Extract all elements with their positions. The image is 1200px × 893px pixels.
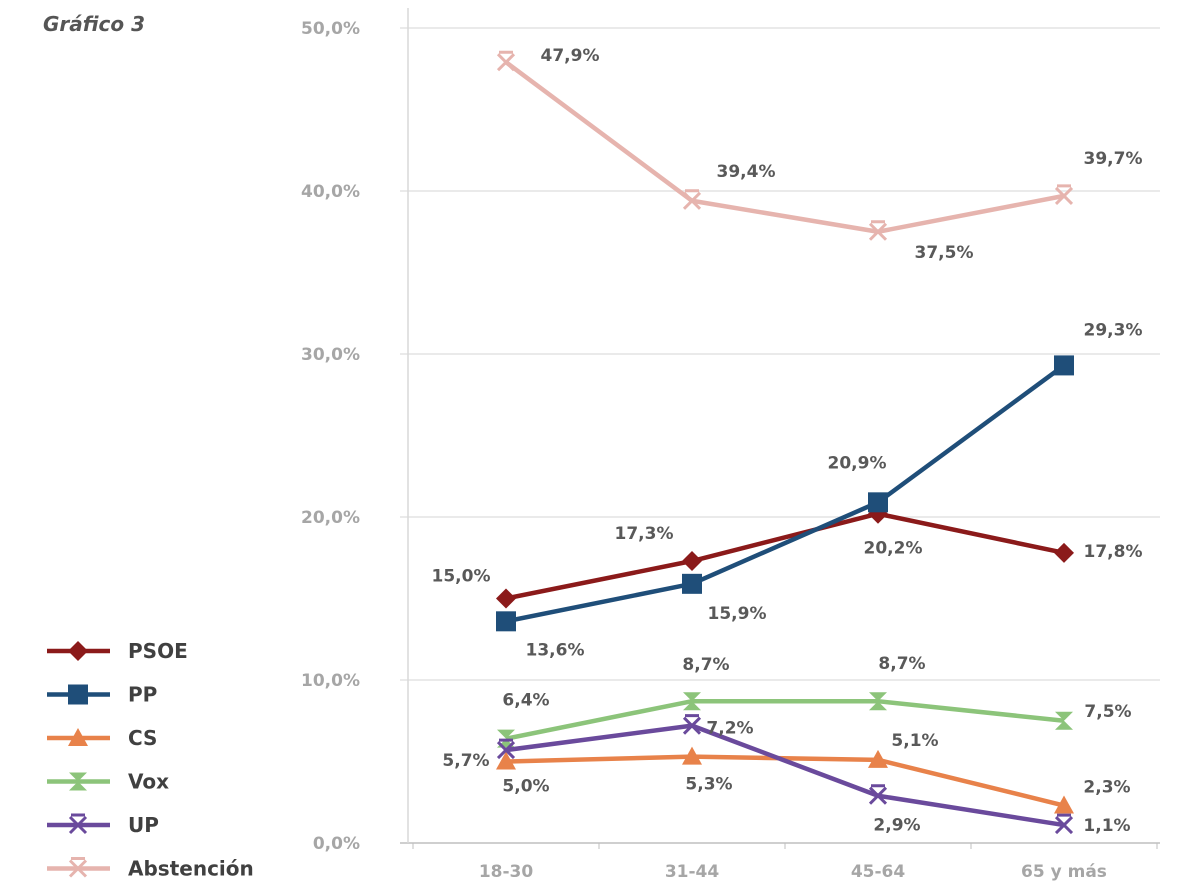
legend-label-pp: PP bbox=[128, 683, 157, 707]
marker-pp bbox=[496, 611, 516, 632]
x-tick-label: 31-44 bbox=[665, 862, 720, 882]
marker-abstencin bbox=[868, 220, 888, 241]
y-tick-label: 40,0% bbox=[301, 182, 360, 202]
y-tick-label: 0,0% bbox=[313, 834, 360, 854]
marker-cs bbox=[496, 751, 516, 770]
data-label-vox: 7,5% bbox=[1084, 702, 1131, 722]
y-tick-label: 30,0% bbox=[301, 345, 360, 365]
data-label-abstencin: 47,9% bbox=[541, 46, 600, 66]
data-label-up: 7,2% bbox=[706, 719, 753, 739]
marker-vox bbox=[1055, 711, 1073, 730]
series-line-vox bbox=[505, 698, 1065, 741]
data-label-psoe: 17,8% bbox=[1084, 542, 1143, 562]
legend-marker-psoe bbox=[68, 641, 88, 661]
marker-abstencin bbox=[496, 50, 516, 72]
data-label-up: 2,9% bbox=[873, 816, 920, 836]
marker-up bbox=[868, 784, 888, 805]
marker-up bbox=[496, 738, 516, 760]
x-tick-label: 45-64 bbox=[851, 862, 906, 882]
data-label-vox: 8,7% bbox=[878, 654, 925, 674]
x-tick-label: 18-30 bbox=[479, 862, 534, 882]
marker-vox bbox=[869, 692, 887, 711]
marker-pp bbox=[1054, 355, 1074, 376]
legend-label-cs: CS bbox=[128, 726, 157, 750]
marker-psoe bbox=[682, 551, 702, 572]
series-line-up bbox=[505, 723, 1065, 828]
series-line-abstencin bbox=[504, 60, 1065, 234]
marker-pp bbox=[868, 492, 888, 513]
data-label-pp: 29,3% bbox=[1084, 320, 1143, 340]
marker-up bbox=[1054, 813, 1074, 835]
data-label-cs: 5,0% bbox=[502, 777, 549, 797]
x-tick-label: 65 y más bbox=[1021, 862, 1107, 882]
data-label-pp: 15,9% bbox=[708, 604, 767, 624]
marker-pp bbox=[682, 573, 702, 594]
data-label-pp: 13,6% bbox=[526, 640, 585, 660]
marker-abstencin bbox=[1054, 184, 1074, 205]
data-label-vox: 6,4% bbox=[502, 691, 549, 711]
data-label-cs: 2,3% bbox=[1083, 778, 1130, 798]
series-line-cs bbox=[505, 754, 1065, 808]
legend-marker-up bbox=[68, 813, 88, 835]
marker-cs bbox=[868, 749, 888, 768]
legend-label-up: UP bbox=[128, 813, 159, 837]
data-label-up: 1,1% bbox=[1083, 816, 1130, 836]
series-line-pp bbox=[505, 363, 1066, 624]
chart-title: Gráfico 3 bbox=[43, 12, 145, 36]
data-label-abstencin: 39,4% bbox=[717, 162, 776, 182]
data-label-abstencin: 39,7% bbox=[1084, 149, 1143, 169]
data-label-abstencin: 37,5% bbox=[915, 243, 974, 263]
data-label-pp: 20,9% bbox=[828, 453, 887, 473]
marker-cs bbox=[682, 746, 702, 765]
legend-label-vox: Vox bbox=[128, 770, 169, 794]
data-label-cs: 5,3% bbox=[685, 775, 732, 795]
marker-cs bbox=[1054, 795, 1074, 814]
legend-marker-pp bbox=[68, 684, 88, 705]
series-line-psoe bbox=[505, 511, 1065, 601]
y-tick-label: 20,0% bbox=[301, 508, 360, 528]
marker-vox bbox=[683, 692, 701, 711]
marker-abstencin bbox=[682, 189, 702, 210]
legend-marker-vox bbox=[69, 772, 87, 791]
legend-marker-cs bbox=[68, 728, 88, 746]
data-label-up: 5,7% bbox=[442, 751, 489, 771]
marker-psoe bbox=[496, 588, 516, 609]
data-label-vox: 8,7% bbox=[682, 655, 729, 675]
data-label-cs: 5,1% bbox=[891, 731, 938, 751]
data-label-psoe: 20,2% bbox=[864, 539, 923, 559]
y-tick-label: 50,0% bbox=[301, 19, 360, 39]
legend-label-psoe: PSOE bbox=[128, 639, 188, 663]
marker-up bbox=[682, 714, 702, 735]
legend-marker-abstencin bbox=[68, 857, 88, 878]
marker-psoe bbox=[1054, 542, 1074, 563]
data-label-psoe: 15,0% bbox=[432, 567, 491, 587]
legend-label-abstencin: Abstención bbox=[128, 857, 254, 881]
data-label-psoe: 17,3% bbox=[615, 524, 674, 544]
y-tick-label: 10,0% bbox=[301, 671, 360, 691]
